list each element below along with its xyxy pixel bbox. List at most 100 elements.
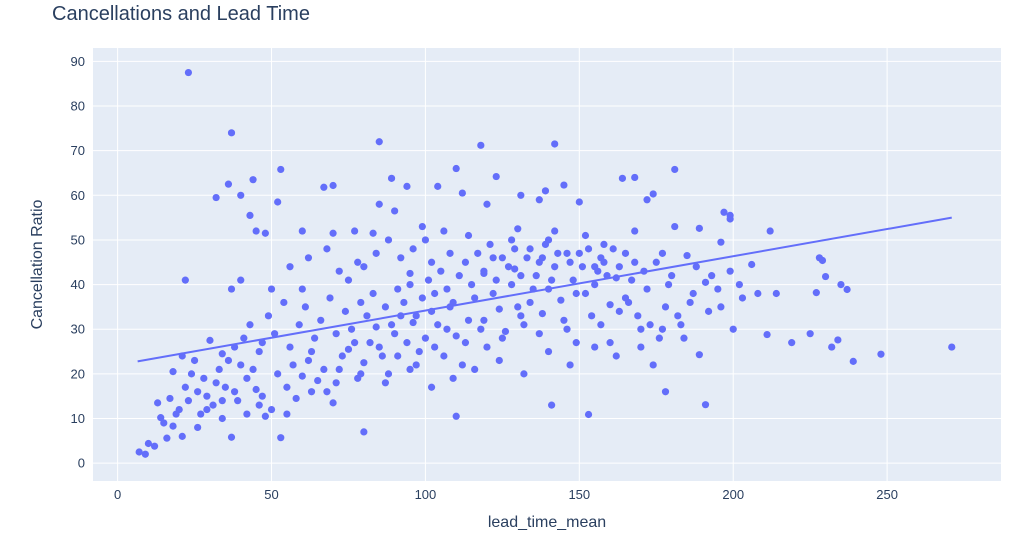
data-point (508, 280, 516, 289)
data-point (557, 296, 565, 304)
data-point (606, 301, 614, 309)
data-point (258, 339, 266, 347)
data-point (649, 190, 657, 198)
y-tick-label: 60 (71, 188, 85, 203)
data-point (344, 276, 353, 284)
data-point (581, 289, 590, 298)
data-point (708, 272, 716, 280)
data-point (560, 181, 568, 189)
data-point (375, 200, 383, 208)
data-point (495, 356, 503, 365)
data-point (258, 392, 266, 400)
data-point (501, 327, 510, 336)
data-point (403, 182, 411, 190)
data-point (283, 410, 291, 418)
data-point (144, 439, 153, 448)
data-point (748, 260, 756, 269)
data-point (329, 229, 337, 237)
x-tick-label: 200 (722, 487, 744, 502)
data-point (674, 312, 682, 320)
data-point (277, 165, 285, 174)
data-point (455, 272, 463, 280)
data-point (387, 321, 396, 329)
data-point (252, 227, 260, 235)
data-point (412, 361, 420, 369)
data-point (418, 222, 426, 231)
data-point (544, 236, 553, 244)
data-point (658, 249, 667, 257)
data-point (369, 289, 377, 298)
data-point (600, 240, 608, 249)
data-point (498, 334, 506, 342)
data-point (735, 280, 743, 289)
data-point (212, 193, 220, 202)
data-point (200, 374, 208, 382)
data-point (452, 412, 460, 420)
data-point (243, 410, 251, 418)
data-point (298, 372, 306, 380)
data-point (584, 410, 593, 419)
data-point (283, 383, 291, 391)
data-point (431, 343, 439, 351)
data-point (227, 285, 236, 293)
data-point (517, 191, 525, 199)
data-point (437, 267, 445, 275)
data-point (477, 325, 485, 333)
data-point (372, 323, 380, 331)
data-point (646, 321, 654, 329)
data-point (292, 394, 300, 403)
data-point (821, 272, 830, 281)
data-point (307, 388, 316, 396)
data-point (701, 278, 710, 286)
data-point (658, 325, 667, 333)
data-point (806, 330, 814, 338)
y-tick-label: 0 (78, 456, 85, 471)
data-point (508, 236, 516, 244)
data-point (686, 298, 694, 307)
data-point (434, 182, 442, 190)
data-point (763, 330, 771, 339)
x-tick-label: 50 (264, 487, 278, 502)
data-point (221, 383, 229, 391)
data-point (695, 351, 703, 359)
data-point (314, 376, 322, 385)
data-point (209, 401, 217, 409)
data-point (360, 263, 368, 271)
data-point (178, 432, 186, 440)
data-point (526, 245, 534, 253)
data-point (517, 272, 525, 280)
data-point (581, 231, 590, 240)
data-point (184, 68, 193, 77)
data-point (424, 276, 433, 284)
data-point (154, 399, 162, 407)
data-point (157, 414, 165, 422)
data-point (243, 374, 251, 382)
data-point (335, 365, 343, 374)
data-point (246, 321, 254, 329)
data-point (449, 374, 457, 382)
data-point (489, 254, 497, 262)
data-point (471, 365, 479, 374)
data-point (498, 254, 506, 262)
data-point (403, 339, 411, 347)
data-point (218, 397, 226, 405)
data-point (295, 321, 303, 329)
data-point (449, 298, 457, 307)
y-tick-label: 50 (71, 232, 85, 247)
data-point (431, 289, 439, 298)
data-point (551, 227, 559, 235)
data-point (203, 405, 211, 414)
data-point (252, 385, 260, 394)
data-point (495, 305, 503, 313)
data-point (532, 272, 540, 280)
data-point (212, 379, 220, 387)
data-point (394, 285, 402, 293)
data-point (548, 401, 556, 409)
data-point (486, 240, 494, 249)
data-point (366, 339, 374, 347)
data-point (406, 269, 414, 278)
data-point (726, 215, 734, 223)
data-point (717, 238, 725, 246)
data-point (849, 357, 857, 365)
data-point (504, 263, 513, 271)
